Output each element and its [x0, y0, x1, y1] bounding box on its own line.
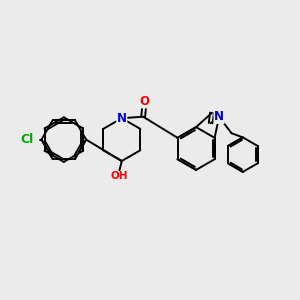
Text: N: N — [214, 110, 224, 123]
Text: Cl: Cl — [20, 133, 33, 146]
Text: OH: OH — [110, 172, 128, 182]
Text: O: O — [140, 95, 150, 108]
Text: N: N — [117, 112, 127, 125]
